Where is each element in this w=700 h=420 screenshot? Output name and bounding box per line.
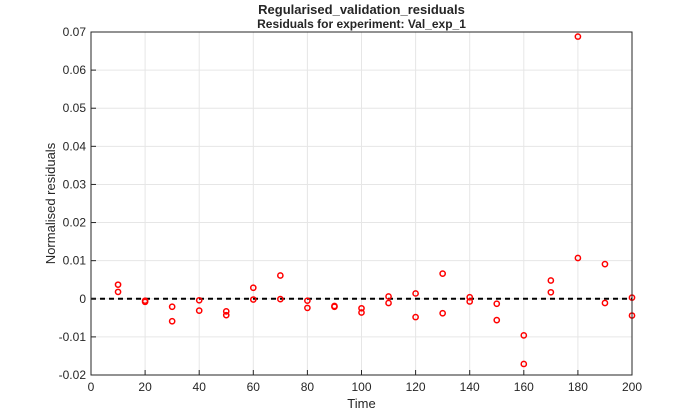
residual-point: [168, 317, 176, 325]
residual-point: [114, 281, 122, 289]
residual-point: [412, 290, 419, 297]
residual-point: [222, 308, 230, 315]
residual-point: [439, 270, 446, 277]
x-tick-label: 100: [351, 380, 371, 394]
x-axis-label: Time: [347, 396, 375, 411]
residual-points: [114, 33, 636, 368]
y-tick-label: -0.02: [59, 368, 87, 382]
residual-point: [277, 295, 284, 303]
y-axis-label: Normalised residuals: [43, 142, 58, 264]
y-tick-label: 0.03: [63, 177, 87, 191]
residual-point: [466, 298, 474, 305]
x-tick-label: 200: [622, 380, 642, 394]
residual-point: [249, 284, 257, 292]
residual-point: [331, 303, 338, 311]
y-tick-label: -0.01: [59, 330, 87, 344]
residual-point: [168, 303, 176, 311]
y-tick-label: 0.06: [63, 63, 87, 77]
x-tick-label: 160: [514, 380, 534, 394]
figure-suptitle: Regularised_validation_residuals: [258, 2, 465, 17]
y-tick-label: 0.04: [63, 139, 87, 153]
x-tick-label: 180: [568, 380, 588, 394]
residual-point: [601, 299, 609, 307]
x-tick-label: 20: [138, 380, 152, 394]
residual-point: [385, 293, 392, 300]
residual-point: [114, 288, 122, 296]
residual-point: [195, 296, 203, 304]
residual-point: [385, 299, 392, 307]
y-tick-label: 0.07: [63, 25, 87, 39]
residual-point: [358, 309, 365, 316]
residual-point: [141, 298, 149, 306]
residual-point: [304, 297, 311, 305]
residual-point: [547, 277, 555, 284]
x-tick-label: 60: [247, 380, 261, 394]
y-tick-label: 0.01: [63, 254, 87, 268]
residual-point: [520, 332, 528, 339]
y-tick-label: 0.02: [63, 216, 87, 230]
x-tick-label: 140: [460, 380, 480, 394]
residual-point: [412, 313, 419, 321]
x-tick-label: 120: [406, 380, 426, 394]
residual-point: [358, 304, 365, 312]
x-tick-label: 0: [88, 380, 95, 394]
residual-point: [574, 33, 582, 40]
x-tick-label: 40: [193, 380, 207, 394]
residual-point: [493, 316, 501, 324]
y-tick-label: 0: [79, 292, 86, 306]
x-axis-ticks: 0 20 40 60 80 100 120 140 160 180 200: [88, 370, 642, 394]
residual-point: [574, 254, 582, 262]
residual-point: [222, 311, 230, 319]
y-axis-ticks: -0.02 -0.01 0 0.01 0.02 0.03 0.04 0.05 0.06 0.07: [59, 25, 96, 382]
y-tick-label: 0.05: [63, 101, 87, 115]
residual-point: [466, 293, 474, 301]
residual-point: [439, 309, 446, 317]
x-tick-label: 80: [301, 380, 315, 394]
residual-point: [547, 288, 555, 296]
residual-point: [304, 304, 311, 312]
residual-point: [277, 272, 284, 279]
residual-point: [601, 260, 609, 268]
chart-title: Residuals for experiment: Val_exp_1: [257, 17, 466, 31]
residual-point: [195, 307, 203, 314]
residual-point: [249, 296, 257, 303]
residual-point: [520, 360, 528, 368]
residual-point: [493, 300, 501, 308]
